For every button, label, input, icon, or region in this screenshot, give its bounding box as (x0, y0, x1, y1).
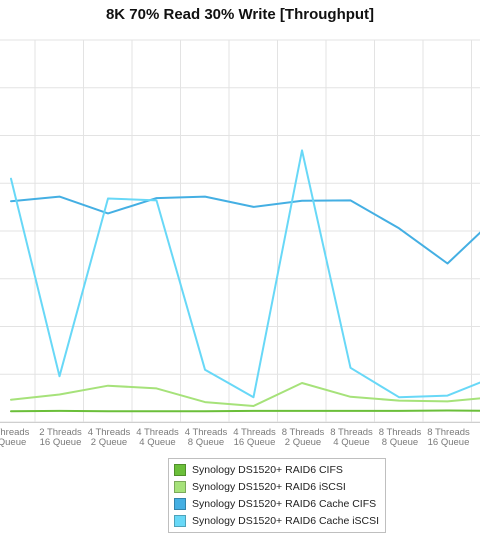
x-tick-label: 4 Queue (139, 437, 175, 448)
legend-label: Synology DS1520+ RAID6 Cache CIFS (192, 497, 377, 510)
series-line-4 (10, 149, 480, 399)
x-tick-label: 2 Queue (91, 437, 127, 448)
series-line-3 (10, 195, 480, 265)
x-tick-label: Queue (0, 437, 26, 448)
legend-swatch (174, 514, 186, 527)
legend-item: Synology DS1520+ RAID6 Cache CIFS (169, 495, 385, 512)
series-line-2 (10, 382, 480, 407)
x-tick-label: 16 Queue (234, 437, 276, 448)
x-tick-label: 8 Queue (382, 437, 418, 448)
chart-title: 8K 70% Read 30% Write [Throughput] (105, 6, 375, 23)
x-tick-label: 4 Threads (233, 427, 276, 438)
legend-item: Synology DS1520+ RAID6 iSCSI (169, 478, 385, 495)
legend-swatch (174, 463, 186, 476)
legend-swatch (174, 480, 186, 493)
x-tick-label: 8 Threads (330, 427, 373, 438)
x-tick-label: 16 Queue (428, 437, 470, 448)
legend-item: Synology DS1520+ RAID6 Cache iSCSI (169, 512, 385, 529)
x-tick-label: 4 Threads (136, 427, 179, 438)
x-tick-label: 4 Threads (185, 427, 228, 438)
x-tick-label: 16 Queue (40, 437, 82, 448)
x-tick-label: 8 Threads (282, 427, 325, 438)
series-line-1 (10, 409, 480, 413)
x-tick-label: 8 Threads (379, 427, 422, 438)
x-tick-label: 2 Queue (285, 437, 321, 448)
x-tick-label: 4 Threads (88, 427, 131, 438)
x-tick-label: 8 Queue (188, 437, 224, 448)
x-tick-label: 4 Queue (333, 437, 369, 448)
x-tick-label: Threads (0, 427, 30, 438)
chart-legend: Synology DS1520+ RAID6 CIFS Synology DS15… (168, 458, 386, 533)
legend-label: Synology DS1520+ RAID6 CIFS (192, 463, 343, 476)
legend-swatch (174, 497, 186, 510)
x-tick-label: 2 Threads (39, 427, 82, 438)
legend-label: Synology DS1520+ RAID6 iSCSI (192, 480, 346, 493)
legend-item: Synology DS1520+ RAID6 CIFS (169, 461, 385, 478)
legend-label: Synology DS1520+ RAID6 Cache iSCSI (192, 514, 380, 527)
x-tick-label: 8 Threads (427, 427, 470, 438)
